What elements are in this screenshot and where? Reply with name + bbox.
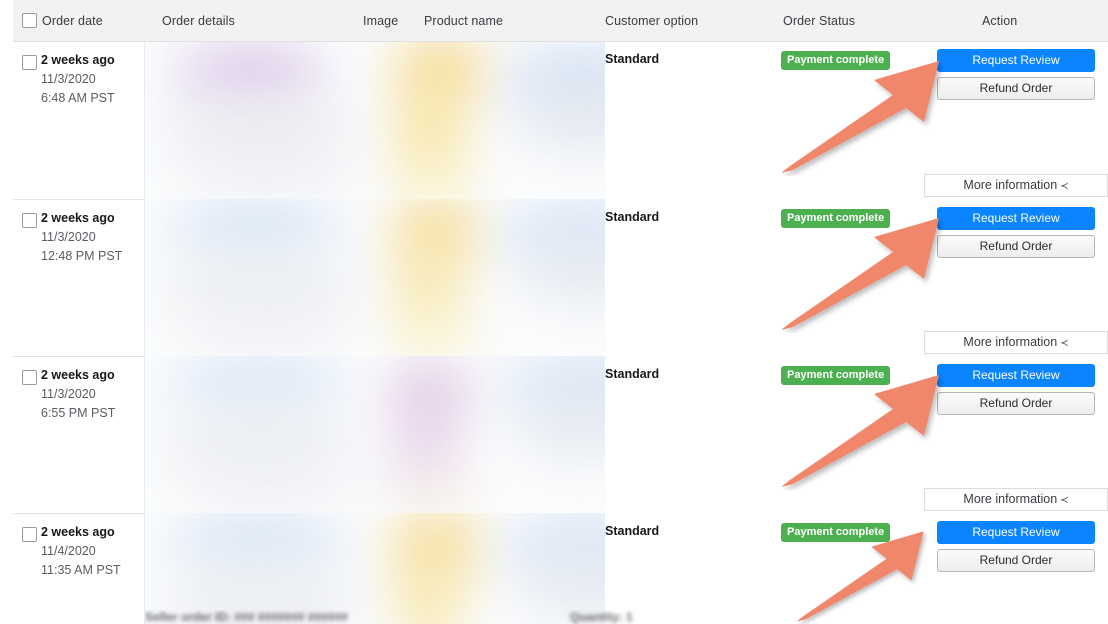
column-header-image[interactable]: Image xyxy=(363,14,399,28)
table-row[interactable]: 2 weeks ago 11/3/2020 6:55 PM PST Standard P… xyxy=(13,356,1108,513)
order-time: 6:48 AM PST xyxy=(41,91,115,105)
partial-quantity: Quantity: 1 xyxy=(570,610,633,624)
redacted-blob xyxy=(175,44,325,104)
refund-order-button[interactable]: Refund Order xyxy=(937,392,1095,415)
redacted-order-content xyxy=(145,513,605,624)
row-divider xyxy=(13,356,144,357)
customer-option-value: Standard xyxy=(605,524,660,538)
column-divider xyxy=(144,42,145,199)
table-row[interactable]: 2 weeks ago 11/3/2020 12:48 PM PST Standard… xyxy=(13,199,1108,356)
refund-order-button[interactable]: Refund Order xyxy=(937,77,1095,100)
customer-option-value: Standard xyxy=(605,210,660,224)
partial-seller-order-id: Seller order ID: ### ####### ###### xyxy=(145,610,348,624)
table-header-row: Order date Order details Image Product n… xyxy=(13,0,1108,42)
redacted-order-content xyxy=(145,356,605,513)
column-divider xyxy=(144,199,145,356)
redacted-blob xyxy=(170,513,345,567)
row-select-checkbox[interactable] xyxy=(22,213,37,228)
redacted-blob xyxy=(170,356,345,408)
more-information-toggle[interactable]: More information ≺ xyxy=(924,174,1108,197)
order-time: 11:35 AM PST xyxy=(41,563,121,577)
redacted-blob xyxy=(185,462,350,510)
redacted-blob xyxy=(390,358,470,426)
request-review-button[interactable]: Request Review xyxy=(937,521,1095,544)
order-date-cell: 2 weeks ago 11/3/2020 6:55 PM PST xyxy=(41,366,115,423)
row-select-checkbox[interactable] xyxy=(22,370,37,385)
partial-row-text: Seller order ID: ### ####### ###### Quan… xyxy=(145,610,705,624)
chevron-down-icon: ≺ xyxy=(1060,181,1069,192)
column-divider xyxy=(144,356,145,513)
redacted-blob xyxy=(185,613,345,624)
row-divider xyxy=(13,513,144,514)
request-review-button[interactable]: Request Review xyxy=(937,364,1095,387)
table-row[interactable]: 2 weeks ago 11/4/2020 11:35 AM PST Standard… xyxy=(13,513,1108,624)
redacted-blob xyxy=(395,317,473,356)
redacted-blob xyxy=(400,553,458,624)
refund-order-button[interactable]: Refund Order xyxy=(937,235,1095,258)
refund-order-button[interactable]: Refund Order xyxy=(937,549,1095,572)
order-relative-date: 2 weeks ago xyxy=(41,211,115,225)
customer-option-value: Standard xyxy=(605,367,660,381)
chevron-down-icon: ≺ xyxy=(1060,495,1069,506)
status-badge: Payment complete xyxy=(781,523,891,542)
redacted-blob xyxy=(395,482,475,513)
order-relative-date: 2 weeks ago xyxy=(41,368,115,382)
redacted-blob xyxy=(170,199,340,254)
order-date: 11/3/2020 xyxy=(41,72,96,86)
order-date: 11/3/2020 xyxy=(41,230,96,244)
row-select-checkbox[interactable] xyxy=(22,55,37,70)
redacted-order-content xyxy=(145,199,605,356)
order-date-cell: 2 weeks ago 11/3/2020 12:48 PM PST xyxy=(41,209,122,266)
more-information-toggle[interactable]: More information ≺ xyxy=(924,331,1108,354)
column-header-order-date[interactable]: Order date xyxy=(42,14,103,28)
redacted-blob xyxy=(395,162,475,199)
more-information-label: More information xyxy=(963,178,1058,192)
order-relative-date: 2 weeks ago xyxy=(41,525,115,539)
more-information-toggle[interactable]: More information ≺ xyxy=(924,488,1108,511)
redacted-blob xyxy=(185,307,345,353)
request-review-button[interactable]: Request Review xyxy=(937,49,1095,72)
order-date: 11/3/2020 xyxy=(41,387,96,401)
redacted-blob xyxy=(185,152,345,197)
column-divider xyxy=(144,513,145,624)
customer-option-value: Standard xyxy=(605,52,660,66)
row-divider xyxy=(13,199,144,200)
column-header-product-name[interactable]: Product name xyxy=(424,14,504,28)
status-badge: Payment complete xyxy=(781,209,891,228)
column-header-order-status[interactable]: Order Status xyxy=(783,14,856,28)
more-information-label: More information xyxy=(963,335,1058,349)
status-badge: Payment complete xyxy=(781,366,891,385)
order-date-cell: 2 weeks ago 11/3/2020 6:48 AM PST xyxy=(41,51,115,108)
order-time: 6:55 PM PST xyxy=(41,406,116,420)
more-information-label: More information xyxy=(963,492,1058,506)
request-review-button[interactable]: Request Review xyxy=(937,207,1095,230)
order-date: 11/4/2020 xyxy=(41,544,96,558)
row-select-checkbox[interactable] xyxy=(22,527,37,542)
status-badge: Payment complete xyxy=(781,51,891,70)
order-time: 12:48 PM PST xyxy=(41,249,123,263)
select-all-checkbox[interactable] xyxy=(22,13,37,28)
column-header-customer-option[interactable]: Customer option xyxy=(605,14,699,28)
table-row[interactable]: 2 weeks ago 11/3/2020 6:48 AM PST Standard P… xyxy=(13,42,1108,199)
order-relative-date: 2 weeks ago xyxy=(41,53,115,67)
chevron-down-icon: ≺ xyxy=(1060,338,1069,349)
redacted-order-content xyxy=(145,42,605,199)
column-header-order-details[interactable]: Order details xyxy=(162,14,235,28)
order-date-cell: 2 weeks ago 11/4/2020 11:35 AM PST xyxy=(41,523,121,580)
column-header-action[interactable]: Action xyxy=(982,14,1018,28)
